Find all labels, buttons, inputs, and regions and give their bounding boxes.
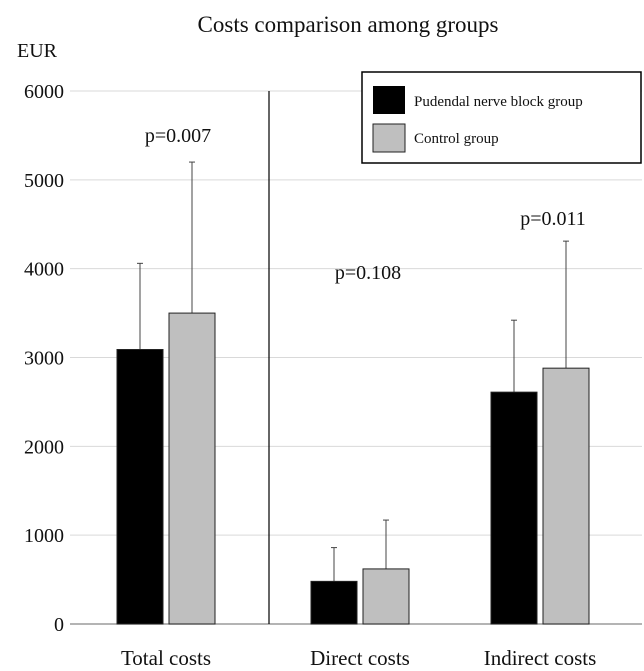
legend-label-pudendal: Pudendal nerve block group <box>414 94 583 110</box>
legend-swatch-control <box>372 123 406 153</box>
p-value-label: p=0.011 <box>520 208 586 230</box>
bar-control-0 <box>168 312 216 625</box>
bar-pudendal-0 <box>116 349 164 625</box>
y-tick-label: 1000 <box>24 525 64 547</box>
p-value-label: p=0.108 <box>335 262 401 284</box>
y-axis-label: EUR <box>17 40 58 62</box>
y-tick-label: 5000 <box>24 170 64 192</box>
bar-control-2 <box>542 367 590 625</box>
p-value-label: p=0.007 <box>145 125 211 147</box>
legend-box <box>361 71 642 164</box>
chart-title: Costs comparison among groups <box>198 12 499 37</box>
y-tick-label: 4000 <box>24 259 64 281</box>
legend-label-control: Control group <box>414 131 499 147</box>
p-value-annotations: p=0.007 p=0.108 p=0.011 <box>145 125 586 284</box>
y-axis-ticks: 0 1000 2000 3000 4000 5000 6000 <box>24 81 64 636</box>
bars <box>116 312 590 625</box>
y-tick-label: 0 <box>54 614 64 636</box>
y-tick-label: 6000 <box>24 81 64 103</box>
error-bars <box>137 161 569 582</box>
y-tick-label: 2000 <box>24 436 64 458</box>
legend-swatch-pudendal <box>373 86 405 114</box>
y-tick-label: 3000 <box>24 348 64 370</box>
bar-control-1 <box>362 568 410 625</box>
bar-pudendal-2 <box>490 391 538 625</box>
legend: Pudendal nerve block group Control group <box>361 71 642 164</box>
x-tick-label: Direct costs <box>310 646 410 670</box>
bar-pudendal-1 <box>310 580 358 625</box>
x-tick-label: Indirect costs <box>484 646 597 670</box>
x-tick-label: Total costs <box>121 646 211 670</box>
x-axis-labels: Total costs Direct costs Indirect costs <box>121 646 596 670</box>
